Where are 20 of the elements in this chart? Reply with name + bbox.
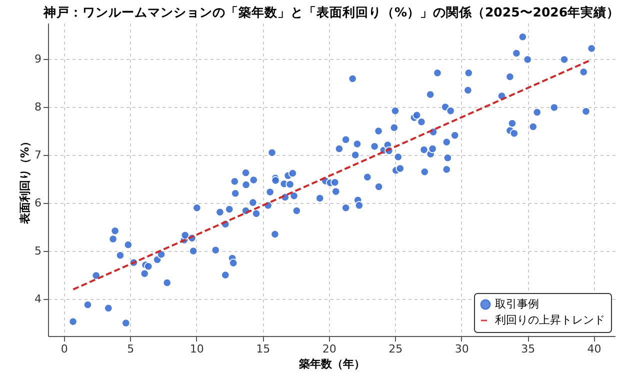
y-axis-title: 表面利回り（%） — [18, 136, 32, 226]
x-tick-label: 20 — [322, 342, 336, 356]
x-tick-label: 15 — [256, 342, 270, 356]
y-tick-label: 6 — [34, 196, 42, 210]
chart-title: 神戸：ワンルームマンションの「築年数」と「表面利回り（%）」の関係（2025〜2026年実績） — [42, 4, 620, 20]
x-tick-label: 40 — [587, 342, 602, 356]
y-tick-label: 7 — [34, 148, 42, 162]
x-tick-label: 0 — [60, 342, 68, 356]
y-tick-label: 9 — [34, 52, 42, 66]
x-tick-label: 10 — [190, 342, 204, 356]
x-tick-label: 25 — [388, 342, 403, 356]
legend-label: 利回りの上昇トレンド — [495, 314, 605, 326]
x-tick-label: 35 — [521, 342, 536, 356]
y-tick-label: 8 — [34, 100, 42, 114]
legend-label: 取引事例 — [495, 298, 539, 310]
y-tick-label: 4 — [34, 292, 42, 306]
y-tick-label: 5 — [34, 244, 42, 258]
x-axis-title: 築年数（年） — [298, 358, 365, 370]
x-tick-label: 30 — [454, 342, 469, 356]
x-tick-label: 5 — [127, 342, 134, 356]
